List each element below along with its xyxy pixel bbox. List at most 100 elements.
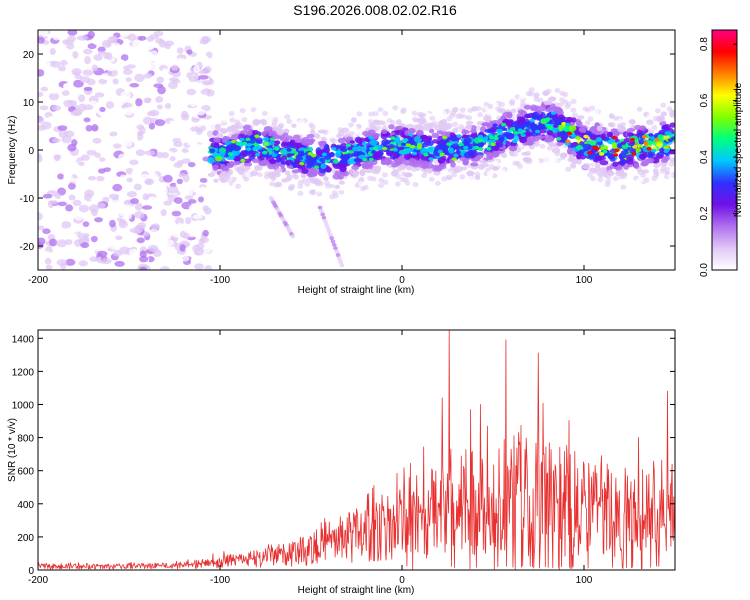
spectrogram-cell [660,158,669,164]
spectrogram-cell [137,113,145,119]
spectrogram-cell [248,112,255,118]
spectrogram-cell [171,210,182,217]
spectrogram-cell [502,127,508,132]
spectrogram-cell [395,119,402,126]
spectrogram-cell [529,118,535,123]
spectrogram-cell [361,141,368,146]
spectrogram-cell [325,183,332,189]
spectrogram-cell [160,209,167,217]
spectrogram-cell [120,54,129,61]
spectrogram-cell [509,98,516,105]
spectrogram-cell [315,187,322,193]
spectrogram-cell [296,164,302,169]
spectrogram-cell [596,125,603,132]
spectrogram-cell [537,124,544,130]
spectrogram-cell [368,136,374,140]
spectrogram-cell [161,68,169,76]
spectrogram-cell [346,136,352,142]
spectrogram-cell [577,115,585,120]
spectrogram-cell [334,122,341,128]
spectrogram-cell [187,199,197,204]
spectrogram-cell [470,125,477,131]
spectrogram-cell [199,39,209,45]
spectrogram-cell [56,259,68,266]
spectrogram-cell [156,76,165,84]
spectrogram-cell [612,161,619,167]
spectrogram-cell [133,183,142,191]
spectrogram-cell [54,154,61,162]
spectrogram-cell [413,135,423,143]
spectrogram-cell [125,77,132,83]
spectrogram-cell [464,125,472,130]
spectrogram-cell [198,47,209,53]
spectrogram-cell [426,182,433,189]
spectrogram-cell [654,108,661,114]
spectrogram-cell [645,157,655,164]
spectrogram-cell [377,107,384,113]
spectrogram-cell [76,35,88,41]
spectrogram-cell [341,153,351,161]
spectrogram-xtick-label: 0 [399,275,405,286]
spectrogram-cell [207,156,215,164]
spectrogram-cell [611,135,617,140]
spectrogram-cell [454,165,463,173]
spectrogram-cell [88,204,99,213]
spectrogram-cell [434,180,441,186]
spectrogram-cell [242,124,252,131]
spectrogram-cell [261,131,268,136]
spectrogram-cell [320,163,327,170]
spectrogram-cell [660,102,667,108]
spectrogram-cell [83,104,94,111]
spectrogram-cell [200,88,212,95]
snr-xtick-label: -100 [210,575,230,586]
spectrogram-ytick-label: 0 [28,146,34,157]
spectrogram-cell [528,87,535,93]
spectrogram-cell [626,128,636,133]
spectrogram-cell [84,189,95,198]
spectrogram-cell [86,149,97,156]
spectrogram-cell [122,102,133,108]
spectrogram-xtick-label: 100 [576,275,593,286]
spectrogram-cell [600,144,609,152]
spectrogram-cell [62,39,69,45]
spectrogram-cell [517,128,523,132]
spectrogram-cell [575,136,581,140]
spectrogram-cell [339,165,347,173]
spectrogram-cell [324,222,329,227]
spectrogram-cell [354,136,362,144]
spectrogram-cell [492,123,498,128]
spectrogram-cell [321,152,328,157]
spectrogram-cell [619,158,627,165]
spectrogram-xtick-label: -200 [28,275,48,286]
spectrogram-cell [608,113,615,120]
spectrogram-cell [412,182,419,188]
spectrogram-cell [45,264,53,270]
spectrogram-cell [353,170,360,176]
spectrogram-cell [520,133,526,138]
spectrogram-cell [339,185,346,191]
spectrogram-cell [214,155,223,162]
spectrogram-cell [372,111,379,117]
spectrogram-cell [210,141,220,148]
spectrogram-cell [129,227,140,233]
spectrogram-cell [629,137,635,142]
spectrogram-cell [424,162,434,169]
spectrogram-cell [42,193,53,199]
spectrogram-cell [465,120,474,126]
spectrogram-cell [228,110,235,117]
spectrogram-cell [505,132,515,140]
spectrogram-cell [216,133,224,138]
spectrogram-cell [93,54,103,61]
spectrogram-cell [201,80,212,86]
spectrogram-cell [593,109,600,115]
spectrogram-cell [228,147,234,152]
spectrogram-cell [274,147,280,151]
spectrogram-cell [449,136,458,142]
spectrogram-cell [524,113,531,119]
spectrogram-cell [544,156,551,162]
spectrogram-cell [84,56,91,65]
spectrogram-cell [606,131,613,138]
spectrogram-cell [57,201,68,207]
spectrogram-cell [55,50,67,56]
spectrogram-cell [239,137,245,142]
